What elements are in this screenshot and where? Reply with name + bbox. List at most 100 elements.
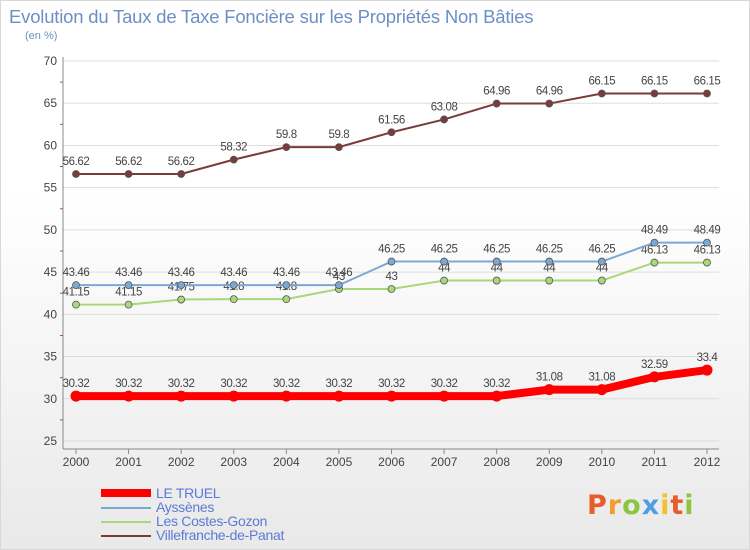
logo-letter: t: [670, 490, 685, 521]
data-point: [335, 143, 343, 152]
data-point: [491, 390, 503, 402]
data-label: 64.96: [483, 86, 510, 98]
data-label: 56.62: [63, 156, 90, 168]
data-point: [703, 238, 711, 247]
x-tick-label: 2012: [694, 455, 721, 469]
data-label: 43: [386, 271, 398, 283]
data-label: 30.32: [431, 378, 458, 390]
data-point: [387, 257, 396, 266]
y-tick-label: 50: [44, 223, 58, 237]
data-point: [72, 170, 80, 178]
data-point: [597, 276, 606, 285]
data-label: 59.8: [276, 129, 297, 141]
data-label: 46.13: [641, 245, 668, 257]
data-label: 30.32: [326, 378, 353, 390]
data-point: [228, 390, 240, 402]
legend-label: LE TRUEL: [156, 485, 221, 501]
proxiti-logo: Proxiti: [587, 490, 695, 521]
data-label: 46.25: [378, 244, 405, 256]
legend-swatch: [101, 507, 151, 509]
data-label: 58.32: [220, 142, 247, 154]
y-tick-label: 55: [44, 181, 58, 195]
data-label: 46.25: [588, 244, 615, 256]
data-label: 44: [596, 263, 609, 275]
data-point: [597, 89, 606, 98]
data-label: 46.13: [694, 245, 721, 257]
data-label: 48.49: [694, 225, 721, 237]
data-label: 43.46: [63, 267, 90, 279]
data-point: [177, 281, 186, 290]
data-label: 31.08: [536, 372, 563, 384]
logo-letter: P: [587, 490, 608, 521]
data-label: 30.32: [483, 378, 510, 390]
y-tick-label: 60: [44, 138, 58, 152]
data-point: [282, 295, 291, 304]
chart-title: Evolution du Taux de Taxe Foncière sur l…: [9, 6, 534, 27]
y-tick-label: 40: [44, 307, 58, 321]
data-point: [124, 281, 133, 290]
data-label: 43.46: [326, 267, 353, 279]
data-point: [545, 276, 554, 285]
x-tick-label: 2003: [220, 455, 247, 469]
y-tick-label: 35: [44, 350, 58, 364]
logo-letter: r: [607, 490, 623, 521]
y-axis-unit-label: (en %): [25, 30, 58, 42]
data-label: 46.25: [536, 244, 563, 256]
data-point: [648, 371, 660, 383]
logo-letter: i: [660, 490, 671, 521]
data-label: 44: [543, 263, 556, 275]
data-point: [701, 364, 713, 376]
data-point: [492, 276, 501, 285]
data-label: 30.32: [273, 378, 300, 390]
data-point: [124, 170, 133, 178]
data-point: [72, 281, 80, 290]
logo-letter: i: [684, 490, 695, 521]
data-point: [545, 257, 554, 266]
data-label: 30.32: [115, 378, 142, 390]
data-label: 43.46: [220, 267, 247, 279]
data-label: 46.25: [431, 244, 458, 256]
legend-label: Villefranche-de-Panat: [156, 527, 285, 543]
data-point: [229, 155, 238, 164]
x-tick-label: 2004: [273, 455, 300, 469]
data-label: 30.32: [63, 378, 90, 390]
data-label: 56.62: [115, 156, 142, 168]
x-tick-label: 2009: [536, 455, 563, 469]
x-tick-label: 2010: [588, 455, 615, 469]
data-point: [387, 128, 396, 137]
data-point: [492, 99, 501, 108]
data-point: [280, 390, 292, 402]
data-label: 59.8: [329, 129, 350, 141]
data-label: 30.32: [378, 378, 405, 390]
data-label: 56.62: [168, 156, 195, 168]
data-point: [650, 238, 659, 247]
data-label: 43.46: [115, 267, 142, 279]
x-tick-label: 2011: [642, 455, 668, 469]
data-label: 33.4: [697, 352, 719, 364]
data-label: 48.49: [641, 225, 668, 237]
data-label: 43.46: [168, 267, 195, 279]
data-point: [72, 300, 80, 309]
data-point: [650, 89, 659, 98]
data-point: [123, 390, 135, 402]
logo-letter: o: [622, 490, 642, 521]
x-tick-label: 2002: [168, 455, 195, 469]
data-point: [124, 300, 133, 309]
data-point: [387, 285, 396, 293]
data-point: [597, 257, 606, 266]
data-point: [177, 295, 186, 304]
data-label: 30.32: [220, 378, 247, 390]
data-label: 44: [491, 263, 504, 275]
data-label: 66.15: [588, 76, 615, 88]
data-label: 46.25: [483, 244, 510, 256]
data-label: 32.59: [641, 359, 668, 371]
y-tick-label: 65: [44, 96, 58, 110]
data-label: 41.15: [115, 287, 142, 299]
data-point: [440, 115, 448, 124]
data-label: 43.46: [273, 267, 300, 279]
legend-label: Les Costes-Gozon: [156, 513, 268, 529]
data-point: [703, 258, 711, 267]
y-tick-label: 30: [44, 392, 58, 406]
